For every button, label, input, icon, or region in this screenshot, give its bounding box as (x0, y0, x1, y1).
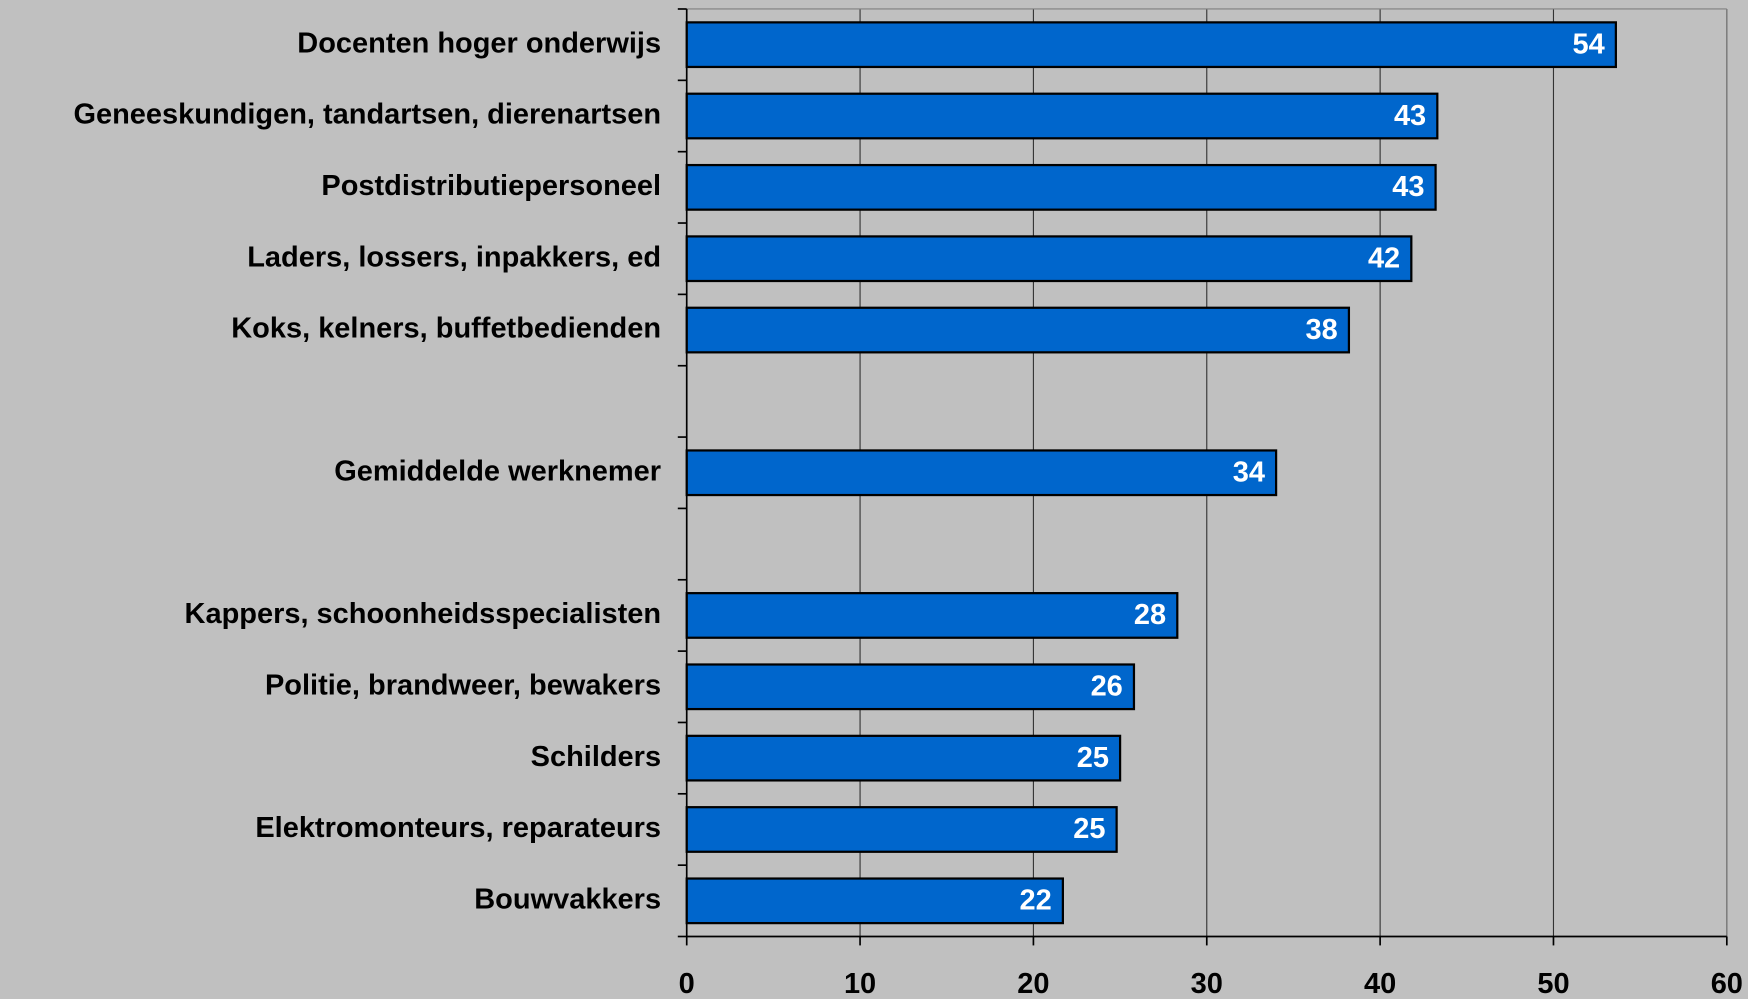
x-tick-label: 60 (1711, 968, 1743, 999)
bar (685, 235, 1413, 283)
data-label: 26 (1091, 671, 1123, 703)
y-tick-label: Politie, brandweer, bewakers (265, 669, 661, 701)
bar (685, 663, 1136, 711)
bar (685, 592, 1179, 639)
data-label: 28 (1134, 599, 1166, 631)
data-label: 42 (1368, 242, 1400, 274)
data-label: 25 (1077, 742, 1109, 774)
y-tick-label: Schilders (531, 741, 661, 773)
x-tick-label: 40 (1364, 968, 1396, 999)
x-tick-label: 30 (1191, 968, 1223, 999)
bar (685, 306, 1351, 354)
data-label: 43 (1392, 171, 1424, 203)
y-tick-label: Postdistributiepersoneel (321, 170, 661, 202)
x-tick-label: 50 (1537, 968, 1569, 999)
y-tick-label: Laders, lossers, inpakkers, ed (247, 241, 661, 273)
bar (685, 806, 1118, 853)
data-label: 22 (1020, 885, 1052, 917)
bar (685, 163, 1437, 211)
y-tick-label: Docenten hoger onderwijs (297, 27, 661, 59)
bar (685, 92, 1439, 140)
y-tick-label: Gemiddelde werknemer (334, 455, 661, 487)
x-tick-label: 10 (844, 968, 876, 999)
bar (685, 877, 1065, 925)
data-label: 34 (1233, 457, 1265, 489)
data-label: 54 (1572, 28, 1604, 60)
bar (685, 21, 1617, 69)
y-tick-label: Elektromonteurs, reparateurs (255, 812, 661, 844)
data-label: 38 (1306, 314, 1338, 346)
x-tick-label: 20 (1017, 968, 1049, 999)
y-tick-label: Koks, kelners, buffetbedienden (231, 313, 661, 345)
data-label: 43 (1394, 100, 1426, 132)
x-tick-label: 0 (679, 968, 695, 999)
bar (685, 449, 1278, 497)
data-label: 25 (1073, 813, 1105, 845)
y-tick-label: Bouwvakkers (474, 883, 661, 915)
y-tick-label: Geneeskundigen, tandartsen, dierenartsen (73, 99, 661, 131)
bar (685, 734, 1122, 782)
y-tick-label: Kappers, schoonheidsspecialisten (185, 598, 662, 630)
